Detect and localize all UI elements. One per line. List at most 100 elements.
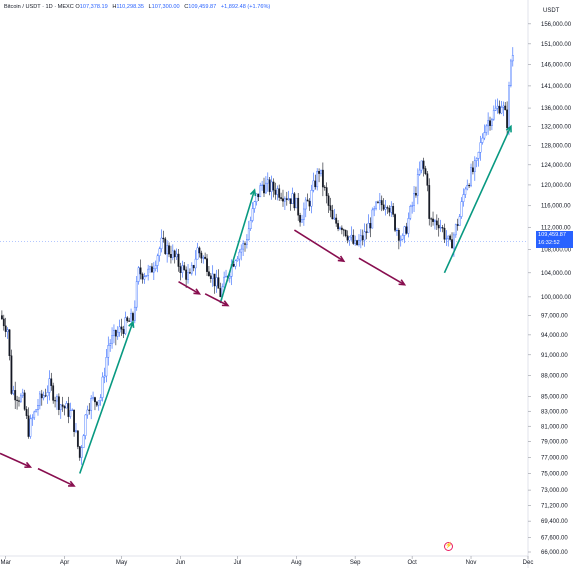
candle-body	[95, 401, 98, 406]
candle-body	[314, 180, 317, 188]
candle-body	[405, 226, 408, 234]
y-tick-label: 81,000.00	[541, 424, 568, 430]
candle-body	[48, 378, 51, 393]
candle-body	[63, 406, 66, 409]
candle-body	[253, 201, 256, 209]
candle-body	[418, 169, 421, 175]
candle-body	[259, 185, 262, 198]
purple-pullback-arrow-head	[193, 288, 202, 295]
candle-body	[481, 137, 484, 143]
candle-body	[255, 193, 258, 203]
annotations	[0, 124, 512, 487]
candle-body	[133, 306, 136, 321]
candle-body	[92, 397, 94, 399]
candle-body	[367, 223, 370, 233]
candle-body	[308, 200, 311, 207]
candle-body	[462, 194, 465, 202]
candle-body	[147, 268, 150, 276]
candle-body	[375, 201, 377, 209]
candle-body	[291, 193, 294, 204]
y-tick-label: 104,000.00	[541, 271, 572, 277]
candle-body	[103, 375, 106, 378]
candle-body	[166, 245, 169, 254]
candle-body	[54, 400, 56, 402]
candle-body	[183, 265, 186, 271]
candle-body	[373, 208, 376, 211]
candle-body	[416, 174, 419, 196]
symbol-title: Bitcoin / USDT · 1D · MEXC	[4, 4, 74, 10]
green-trend-arrow-head	[505, 124, 512, 133]
candle-body	[460, 201, 463, 217]
candle-body	[185, 269, 188, 280]
candle-body	[392, 206, 395, 215]
candle-body	[365, 231, 368, 233]
candle-body	[228, 276, 231, 279]
y-tick-label: 108,000.00	[541, 248, 572, 254]
candle-body	[299, 215, 301, 223]
candle-body	[394, 214, 396, 231]
purple-pullback-arrow	[0, 452, 31, 468]
candle-body	[12, 390, 15, 394]
candle-body	[498, 105, 501, 114]
candle-body	[211, 273, 214, 279]
candle-body	[301, 219, 303, 223]
candle-body	[466, 185, 469, 190]
candle-countdown: 16:32:52	[538, 239, 560, 246]
y-tick-label: 67,600.00	[541, 535, 568, 541]
candle-body	[363, 231, 366, 241]
candle-body	[120, 326, 123, 330]
candle-body	[0, 315, 3, 320]
candle-body	[287, 198, 290, 201]
purple-pullback-arrow-head	[398, 279, 407, 286]
candle-body	[316, 171, 319, 188]
lightning-icon[interactable]: ⚡	[444, 542, 453, 551]
candle-body	[489, 120, 491, 126]
candle-body	[428, 185, 431, 219]
candle-body	[443, 227, 446, 240]
candle-body	[56, 396, 58, 402]
candle-body	[215, 277, 218, 287]
candle-body	[97, 400, 100, 406]
candle-body	[456, 224, 459, 226]
candle-body	[200, 252, 203, 259]
candle-body	[151, 266, 153, 273]
candles	[0, 47, 514, 465]
candle-body	[232, 264, 235, 267]
candle-body	[175, 253, 178, 258]
y-tick-label: 112,000.00	[541, 225, 571, 231]
y-tick-label: 132,000.00	[541, 124, 572, 130]
candle-body	[470, 167, 472, 186]
candle-body	[323, 186, 326, 188]
candle-body	[242, 243, 245, 250]
candle-body	[411, 205, 414, 207]
candle-body	[217, 277, 220, 289]
candle-body	[458, 216, 461, 226]
candle-body	[487, 120, 490, 127]
candle-body	[105, 357, 108, 377]
candle-body	[99, 397, 102, 401]
candle-body	[225, 276, 227, 278]
candle-body	[454, 224, 457, 236]
candle-body	[59, 404, 62, 410]
candle-body	[156, 255, 159, 266]
candle-body	[380, 200, 383, 206]
candle-body	[234, 260, 237, 267]
candle-body	[432, 218, 434, 222]
candle-body	[143, 276, 146, 280]
candle-body	[42, 395, 45, 399]
candle-body	[354, 240, 357, 244]
candle-body	[236, 258, 239, 262]
candle-body	[78, 446, 81, 458]
candle-body	[135, 281, 138, 308]
candle-body	[409, 206, 412, 219]
candle-body	[434, 220, 436, 222]
candle-body	[204, 256, 207, 259]
last-price-tag: 109,459.87 16:32:52	[536, 231, 573, 248]
candle-body	[141, 273, 144, 280]
candle-body	[340, 227, 343, 230]
candle-body	[4, 325, 7, 332]
candle-body	[122, 329, 125, 334]
candle-body	[435, 220, 438, 226]
candle-body	[426, 173, 429, 186]
